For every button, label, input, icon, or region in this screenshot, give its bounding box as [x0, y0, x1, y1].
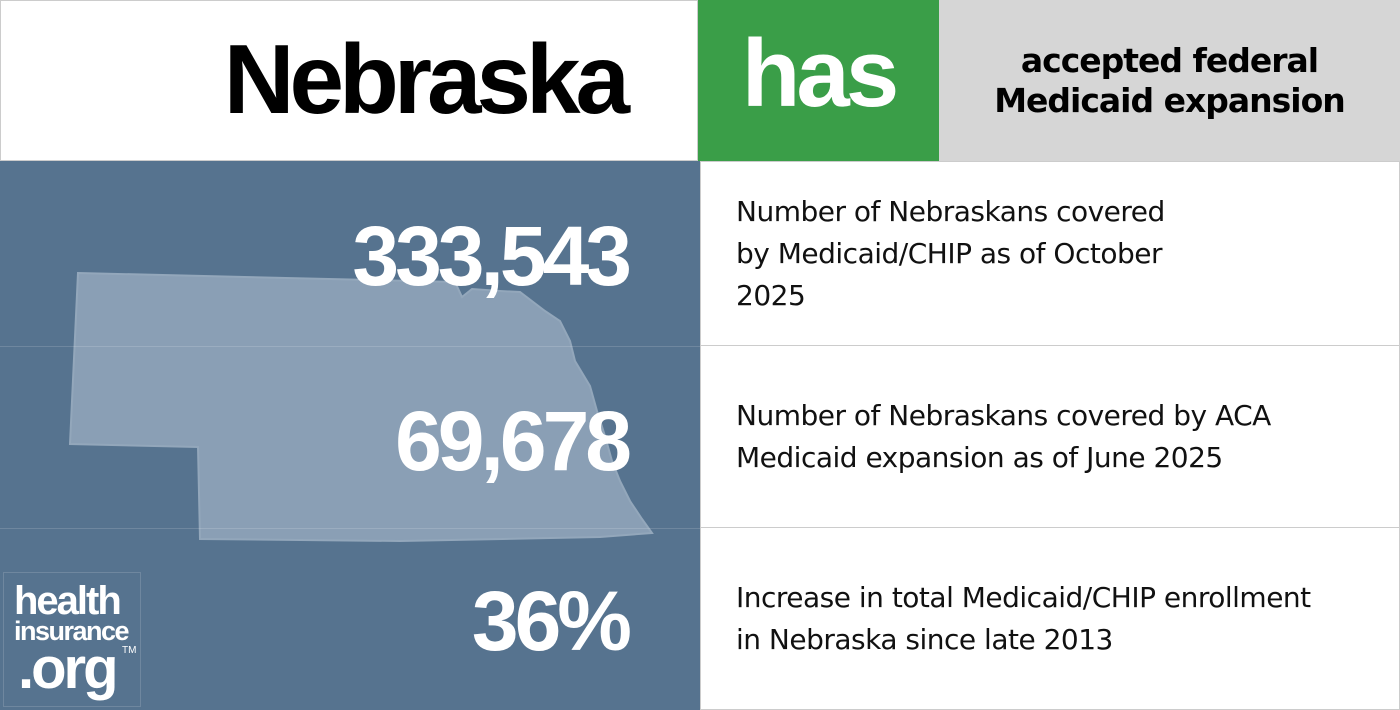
- stat-value-expansion: 69,678: [395, 394, 632, 488]
- stat-description-cell: Number of Nebraskans covered by Medicaid…: [700, 161, 1400, 346]
- expansion-status-badge: has: [698, 0, 939, 161]
- status-description-cell: accepted federal Medicaid expansion: [939, 0, 1400, 161]
- stat-description: Number of Nebraskans covered by Medicaid…: [736, 194, 1165, 312]
- state-title-cell: Nebraska: [0, 0, 698, 161]
- divider: [0, 346, 700, 347]
- stat-value-medicaid-chip: 333,543: [352, 209, 632, 303]
- logo-trademark: TM: [122, 645, 137, 656]
- stat-value-increase: 36%: [471, 574, 632, 668]
- divider: [0, 528, 700, 529]
- stat-description: Number of Nebraskans covered by ACA Medi…: [736, 398, 1271, 474]
- status-text: accepted federal Medicaid expansion: [994, 40, 1346, 120]
- state-name: Nebraska: [223, 24, 630, 134]
- stat-description: Increase in total Medicaid/CHIP enrollme…: [736, 580, 1311, 656]
- status-word: has: [741, 20, 899, 127]
- healthinsurance-org-logo: health insurance .org TM: [3, 572, 141, 707]
- logo-line2: insurance: [14, 616, 130, 646]
- nebraska-state-shape: [68, 271, 654, 543]
- logo-line1: health: [14, 579, 122, 623]
- stat-description-cell: Number of Nebraskans covered by ACA Medi…: [700, 345, 1400, 528]
- logo-line3: .org: [18, 636, 119, 701]
- stats-panel: 333,543 69,678 36% health insurance .org…: [0, 161, 700, 710]
- stat-description-cell: Increase in total Medicaid/CHIP enrollme…: [700, 527, 1400, 710]
